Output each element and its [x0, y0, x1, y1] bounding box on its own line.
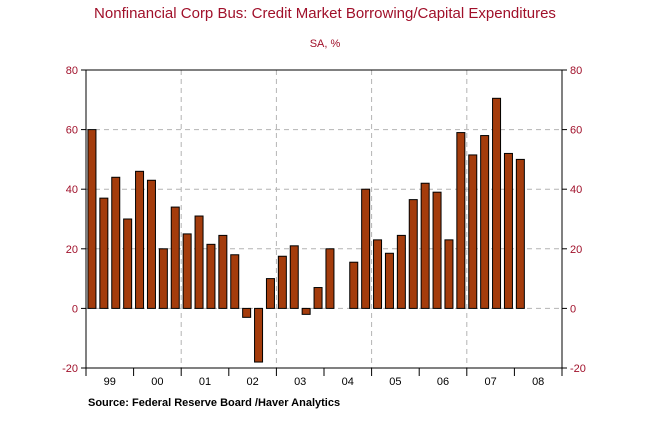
- bar: [123, 218, 133, 309]
- y-tick-label-left: 40: [66, 184, 78, 196]
- bar: [432, 191, 442, 309]
- bar: [289, 245, 299, 309]
- chart-subtitle: SA, %: [310, 38, 341, 50]
- bar: [158, 248, 168, 309]
- x-tick-label: 08: [532, 376, 544, 388]
- bar: [492, 97, 502, 309]
- bar: [242, 307, 252, 318]
- y-tick-label-right: 80: [570, 65, 582, 77]
- bar: [99, 197, 109, 309]
- bar: [373, 239, 383, 309]
- x-tick-label: 07: [484, 376, 496, 388]
- y-tick-label-right: -20: [570, 363, 586, 375]
- bar: [349, 261, 359, 309]
- bar: [206, 243, 216, 309]
- bar: [170, 206, 180, 309]
- bar: [325, 248, 335, 309]
- bar: [515, 158, 525, 309]
- bar: [408, 199, 418, 309]
- bar: [444, 239, 454, 309]
- bar: [277, 255, 287, 309]
- bar: [230, 254, 240, 309]
- bar: [384, 252, 394, 309]
- bar: [182, 233, 192, 309]
- y-tick-label-right: 20: [570, 244, 582, 256]
- bar: [480, 135, 490, 309]
- bar: [361, 188, 371, 309]
- gridlines: [86, 70, 562, 368]
- bar: [301, 307, 311, 315]
- plot-frame: [85, 69, 563, 369]
- x-tick-label: 06: [437, 376, 449, 388]
- bars: [87, 97, 525, 363]
- bar: [265, 278, 275, 309]
- x-tick-label: 00: [151, 376, 163, 388]
- x-tick-label: 02: [246, 376, 258, 388]
- y-tick-label-left: -20: [62, 363, 78, 375]
- bar: [194, 215, 204, 309]
- chart-title: Nonfinancial Corp Bus: Credit Market Bor…: [94, 5, 556, 22]
- y-tick-label-left: 80: [66, 65, 78, 77]
- x-tick-label: 99: [104, 376, 116, 388]
- bar: [396, 234, 406, 309]
- x-tick-label: 04: [342, 376, 354, 388]
- bar: [420, 182, 430, 309]
- bar: [111, 176, 121, 309]
- x-tick-label: 01: [199, 376, 211, 388]
- bar: [313, 287, 323, 309]
- bar: [87, 129, 97, 309]
- bar: [254, 307, 264, 363]
- y-tick-label-right: 0: [570, 303, 576, 315]
- bar: [146, 179, 156, 309]
- y-tick-label-left: 20: [66, 244, 78, 256]
- bar: [135, 170, 145, 309]
- bar: [503, 152, 513, 309]
- y-tick-label-left: 60: [66, 125, 78, 137]
- y-tick-label-right: 60: [570, 125, 582, 137]
- x-tick-label: 05: [389, 376, 401, 388]
- y-tick-label-right: 40: [570, 184, 582, 196]
- x-tick-label: 03: [294, 376, 306, 388]
- bar: [468, 154, 478, 309]
- bar: [218, 234, 228, 309]
- source-note: Source: Federal Reserve Board /Haver Ana…: [88, 397, 340, 409]
- y-tick-label-left: 0: [72, 303, 78, 315]
- bar: [456, 132, 466, 309]
